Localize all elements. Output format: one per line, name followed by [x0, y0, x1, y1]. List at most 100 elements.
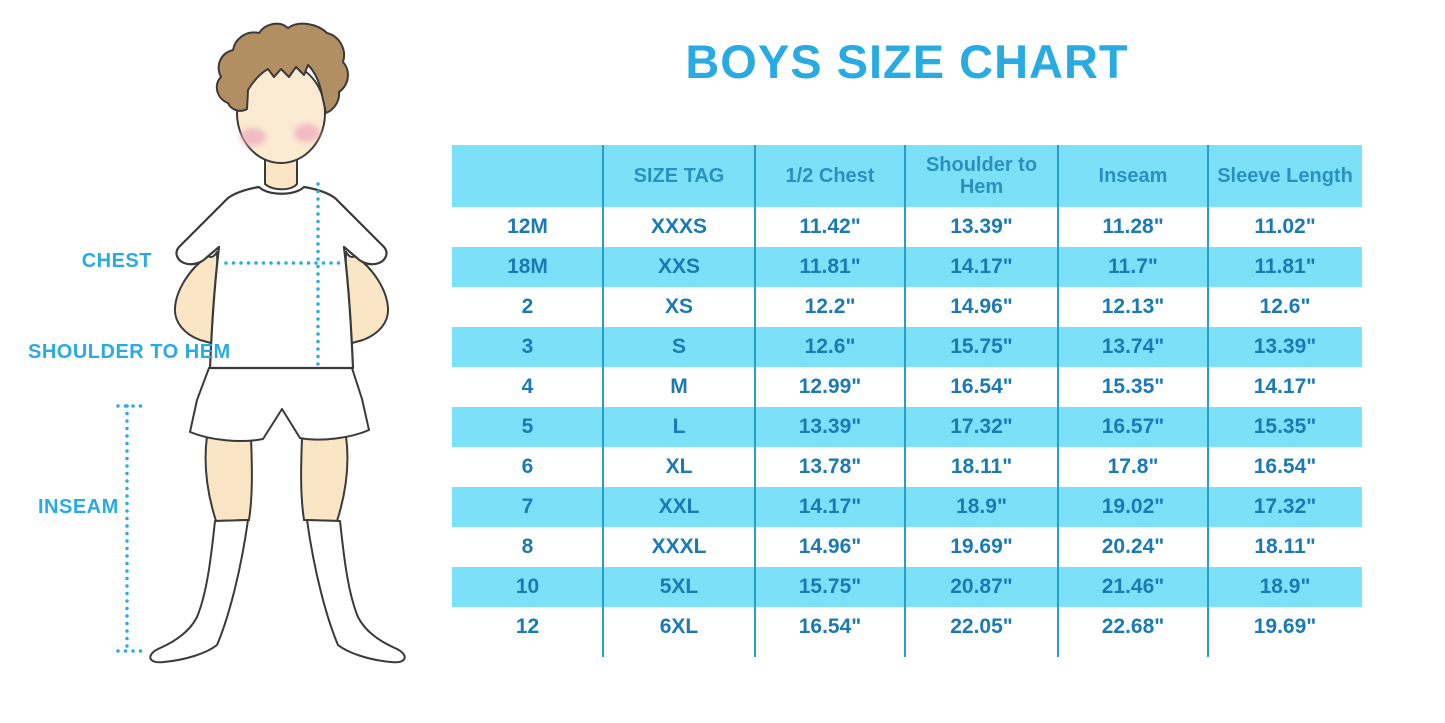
column-header-sleeve-length: Sleeve Length: [1217, 165, 1353, 187]
table-row: 2 XS 12.2" 14.96" 12.13" 12.6": [452, 287, 1362, 327]
table-row: 3 S 12.6" 15.75" 13.74" 13.39": [452, 327, 1362, 367]
value-cell: 18.11": [950, 455, 1013, 479]
size-cell: 18M: [507, 255, 548, 279]
value-cell: 14.96": [798, 535, 862, 559]
boy-sock-right: [306, 519, 406, 664]
page-title: BOYS SIZE CHART: [685, 35, 1129, 88]
value-cell: 22.05": [950, 615, 1013, 639]
table-row: 8 XXXL 14.96" 19.69" 20.24" 18.11": [452, 527, 1362, 567]
table-header-row: SIZE TAG 1/2 Chest Shoulder to Hem Insea…: [452, 145, 1362, 207]
table-row: 18M XXS 11.81" 14.17" 11.7" 11.81": [452, 247, 1362, 287]
value-cell: 14.17": [798, 495, 862, 519]
value-cell: 20.24": [1101, 535, 1165, 559]
value-cell: 13.39": [1253, 335, 1317, 359]
size-table-body: 12M XXXS 11.42" 13.39" 11.28" 11.02" 18M XXS 11.…: [452, 207, 1362, 647]
value-cell: 21.46": [1101, 575, 1165, 599]
value-cell: 11.81": [799, 255, 861, 279]
boy-hair: [215, 22, 349, 114]
table-row: 12M XXXS 11.42" 13.39" 11.28" 11.02": [452, 207, 1362, 247]
grid-line-3: [904, 145, 906, 657]
value-cell: 11.81": [1254, 255, 1316, 279]
shoulder-to-hem-label: SHOULDER TO HEM: [28, 341, 231, 363]
boy-cheek-left: [240, 128, 266, 146]
value-cell: 14.17": [950, 255, 1013, 279]
size-cell: 8: [521, 535, 534, 559]
boy-cheek-right: [294, 124, 320, 142]
size-cell: 12M: [507, 215, 548, 239]
value-cell: 13.39": [798, 415, 862, 439]
value-cell: 16.54": [1253, 455, 1317, 479]
column-header-half-chest: 1/2 Chest: [785, 165, 875, 187]
grid-line-1: [602, 145, 604, 657]
boy-tshirt: [175, 185, 388, 370]
table-row: 5 L 13.39" 17.32" 16.57" 15.35": [452, 407, 1362, 447]
value-cell: 6XL: [659, 615, 699, 639]
value-cell: 11.42": [799, 215, 861, 239]
value-cell: 13.74": [1101, 335, 1165, 359]
size-table: SIZE TAG 1/2 Chest Shoulder to Hem Insea…: [452, 145, 1362, 657]
size-cell: 10: [515, 575, 540, 599]
column-header-inseam: Inseam: [1098, 165, 1168, 187]
boy-leg-right: [300, 434, 349, 523]
value-cell: 15.35": [1101, 375, 1165, 399]
value-cell: 11.28": [1102, 215, 1164, 239]
size-cell: 4: [521, 375, 534, 399]
value-cell: L: [672, 415, 686, 439]
value-cell: 15.75": [950, 335, 1013, 359]
value-cell: 18.11": [1254, 535, 1316, 559]
value-cell: 19.02": [1101, 495, 1165, 519]
value-cell: 11.7": [1108, 255, 1158, 279]
value-cell: 12.2": [804, 295, 856, 319]
grid-line-4: [1057, 145, 1059, 657]
value-cell: 14.17": [1253, 375, 1317, 399]
value-cell: 14.96": [950, 295, 1013, 319]
table-row: 10 5XL 15.75" 20.87" 21.46" 18.9": [452, 567, 1362, 607]
value-cell: XXXS: [650, 215, 708, 239]
value-cell: 16.57": [1101, 415, 1165, 439]
table-row: 7 XXL 14.17" 18.9" 19.02" 17.32": [452, 487, 1362, 527]
grid-line-2: [754, 145, 756, 657]
value-cell: 22.68": [1101, 615, 1165, 639]
boy-leg-left: [204, 434, 253, 523]
table-row: 6 XL 13.78" 18.11" 17.8" 16.54": [452, 447, 1362, 487]
column-header-size: [452, 145, 603, 207]
value-cell: 13.78": [798, 455, 862, 479]
value-cell: XXL: [658, 495, 700, 519]
value-cell: XL: [665, 455, 693, 479]
value-cell: 19.69": [950, 535, 1013, 559]
size-cell: 2: [521, 295, 534, 319]
size-cell: 5: [521, 415, 534, 439]
value-cell: 15.75": [798, 575, 862, 599]
column-header-shoulder-to-hem: Shoulder to Hem: [925, 154, 1038, 198]
boy-shorts: [189, 367, 370, 442]
boy-sock-left: [149, 519, 249, 664]
value-cell: 18.9": [956, 495, 1007, 519]
size-cell: 7: [521, 495, 534, 519]
value-cell: 17.32": [1253, 495, 1317, 519]
chest-label: CHEST: [81, 250, 152, 272]
value-cell: XS: [664, 295, 693, 319]
boy-illustration: [116, 22, 406, 664]
inseam-label: INSEAM: [38, 496, 119, 518]
column-header-size-tag: SIZE TAG: [633, 165, 725, 187]
table-row: 4 M 12.99" 16.54" 15.35" 14.17": [452, 367, 1362, 407]
value-cell: 15.35": [1253, 415, 1317, 439]
value-cell: 5XL: [659, 575, 699, 599]
value-cell: 12.13": [1101, 295, 1165, 319]
value-cell: 13.39": [950, 215, 1013, 239]
value-cell: 19.69": [1253, 615, 1317, 639]
value-cell: 16.54": [798, 615, 862, 639]
grid-line-5: [1207, 145, 1209, 657]
value-cell: M: [670, 375, 688, 399]
value-cell: 12.6": [804, 335, 856, 359]
value-cell: 12.6": [1259, 295, 1311, 319]
table-row: 12 6XL 16.54" 22.05" 22.68" 19.69": [452, 607, 1362, 647]
value-cell: XXXL: [651, 535, 707, 559]
size-cell: 6: [521, 455, 534, 479]
value-cell: 11.02": [1254, 215, 1316, 239]
value-cell: XXS: [657, 255, 701, 279]
value-cell: 12.99": [798, 375, 862, 399]
size-cell: 12: [515, 615, 540, 639]
size-cell: 3: [521, 335, 534, 359]
